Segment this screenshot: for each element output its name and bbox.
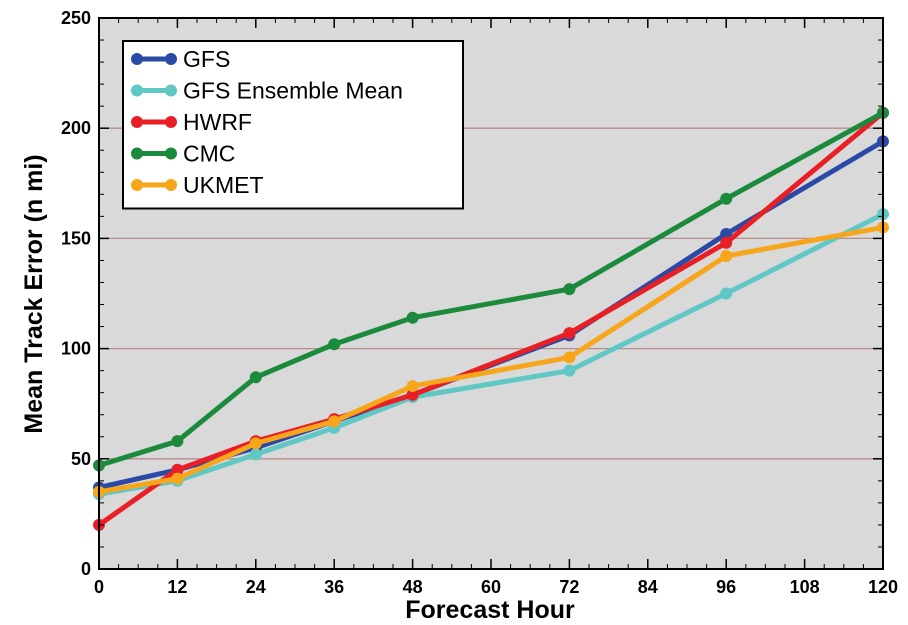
- data-point-cmc: [171, 435, 184, 448]
- legend-label: GFS: [183, 46, 230, 72]
- legend-label: UKMET: [183, 172, 264, 198]
- x-tick-label: 96: [716, 577, 736, 597]
- legend-swatch-point: [165, 53, 177, 65]
- x-tick-label: 0: [94, 577, 104, 597]
- legend-swatch-point: [131, 116, 143, 128]
- data-point-gfs: [720, 227, 733, 240]
- series-line-cmc: [96, 110, 886, 468]
- data-point-gfs-ensemble-mean: [249, 448, 262, 461]
- y-tick-label: 150: [61, 228, 91, 248]
- x-tick-label: 48: [403, 577, 423, 597]
- data-point-hwrf: [720, 236, 733, 249]
- series-line-gfs-ensemble-mean: [96, 211, 886, 497]
- series-line-hwrf: [96, 110, 886, 528]
- legend-swatch-point: [131, 179, 143, 191]
- data-point-ukmet: [406, 380, 419, 393]
- series-line-ukmet: [96, 224, 886, 495]
- data-point-cmc: [720, 192, 733, 205]
- legend-swatch-point: [131, 53, 143, 65]
- legend-label: HWRF: [183, 109, 252, 135]
- x-tick-label: 24: [246, 577, 266, 597]
- data-point-ukmet: [171, 472, 184, 485]
- data-point-ukmet: [328, 415, 341, 428]
- y-tick-label: 100: [61, 339, 91, 359]
- x-tick-label: 36: [324, 577, 344, 597]
- data-point-hwrf: [563, 327, 576, 340]
- data-point-cmc: [249, 371, 262, 384]
- legend-swatch-point: [131, 84, 143, 97]
- x-tick-label: 120: [868, 577, 898, 597]
- legend-label: CMC: [183, 141, 235, 167]
- y-tick-label: 0: [81, 559, 91, 579]
- legend-swatch-point: [131, 147, 143, 160]
- x-axis-label: Forecast Hour: [405, 596, 575, 624]
- legend-swatch-point: [165, 147, 177, 160]
- y-tick-label: 200: [61, 118, 91, 138]
- y-tick-label: 50: [71, 449, 91, 469]
- legend-swatch-point: [165, 179, 177, 191]
- data-point-cmc: [328, 338, 341, 351]
- data-point-hwrf: [406, 388, 419, 401]
- legend-swatch-point: [165, 116, 177, 128]
- data-point-hwrf: [171, 463, 184, 476]
- data-point-ukmet: [563, 351, 576, 364]
- x-tick-label: 84: [638, 577, 658, 597]
- y-tick-label: 250: [61, 8, 91, 28]
- legend-box: [122, 40, 464, 210]
- data-point-ukmet: [249, 437, 262, 450]
- y-axis-label: Mean Track Error (n mi): [20, 154, 48, 433]
- x-tick-label: 12: [167, 577, 187, 597]
- x-tick-label: 108: [790, 577, 820, 597]
- data-point-ukmet: [720, 250, 733, 263]
- data-point-cmc: [563, 283, 576, 296]
- x-tick-label: 72: [559, 577, 579, 597]
- x-tick-label: 60: [481, 577, 501, 597]
- data-point-gfs-ensemble-mean: [720, 287, 733, 300]
- data-point-cmc: [406, 311, 419, 324]
- legend-label: GFS Ensemble Mean: [183, 78, 403, 104]
- data-point-gfs-ensemble-mean: [563, 364, 576, 377]
- legend-swatch-point: [165, 84, 177, 97]
